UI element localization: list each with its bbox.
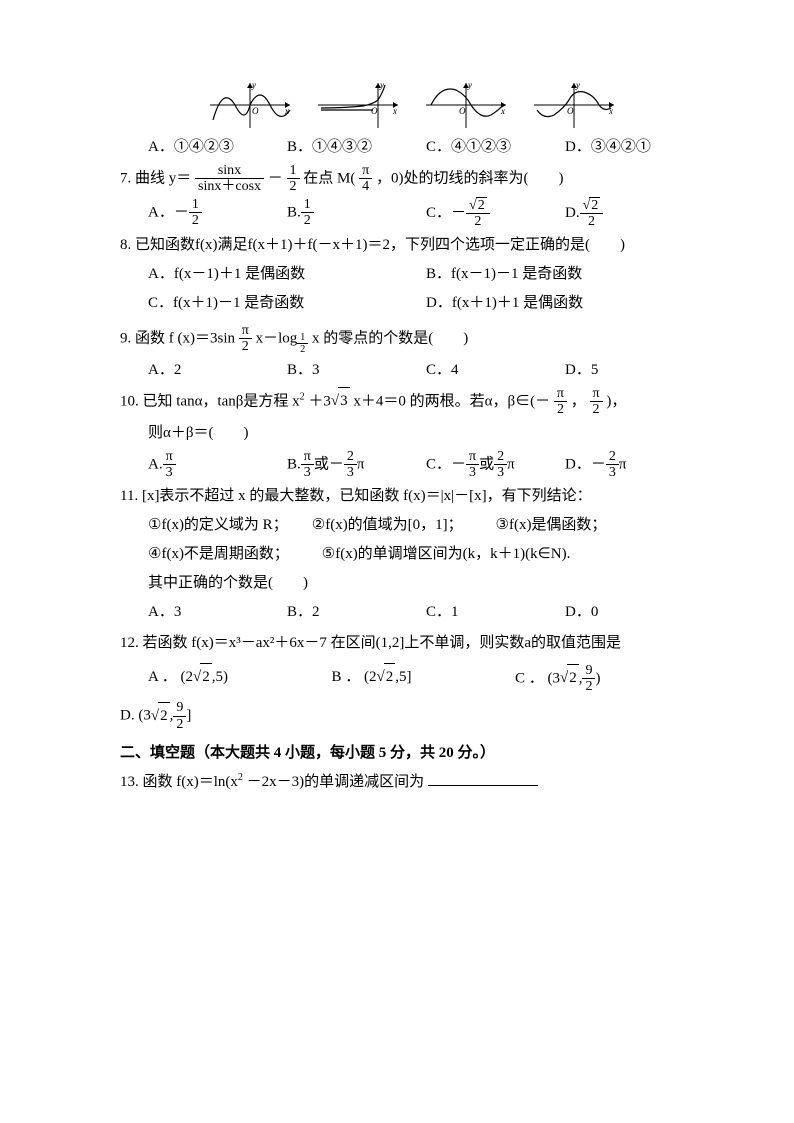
q12-opt-c: C ． (32,92)	[515, 663, 698, 695]
q12-opt-d: D. (32,92]	[120, 700, 704, 732]
q10-stem2: 则α＋β＝( )	[120, 420, 704, 447]
q7-opt-b: B.12	[287, 197, 426, 230]
q11-options: A．3 B．2 C．1 D．0	[120, 599, 704, 626]
q8-opt-b: B．f(x－1)－1 是奇函数	[426, 261, 704, 288]
q10-opt-a: A.π3	[148, 449, 287, 481]
q9-opt-a: A．2	[148, 357, 287, 384]
q7-options: A．－12 B.12 C．－22 D.22	[120, 197, 704, 230]
q10-opt-b: B.π3或－23π	[287, 449, 426, 481]
q9-options: A．2 B．3 C．4 D．5	[120, 357, 704, 384]
svg-text:y: y	[379, 80, 384, 90]
q11-opt-c: C．1	[426, 599, 565, 626]
q8-options-2: C．f(x＋1)－1 是奇函数 D．f(x＋1)＋1 是偶函数	[120, 290, 704, 317]
q9-stem: 9. 函数 f (x)＝3sin π2 x－log12 x 的零点的个数是( )	[120, 323, 704, 356]
q6-opt-b: B．①④③②	[287, 134, 426, 161]
q10-opt-d: D．－23π	[565, 449, 704, 481]
svg-text:x: x	[500, 106, 505, 116]
q11-opt-d: D．0	[565, 599, 704, 626]
q12-stem: 12. 若函数 f(x)＝x³－ax²＋6x－7 在区间(1,2]上不单调，则实…	[120, 630, 704, 657]
q10-opt-c: C．－π3或23π	[426, 449, 565, 481]
svg-text:y: y	[251, 80, 256, 90]
q12-opt-a: A ． (22,5)	[148, 663, 331, 695]
q7-opt-d: D.22	[565, 197, 704, 230]
graph-3: y x O	[421, 80, 511, 130]
q10-options: A.π3 B.π3或－23π C．－π3或23π D．－23π	[120, 449, 704, 481]
svg-text:x: x	[392, 106, 397, 116]
q11-opt-b: B．2	[287, 599, 426, 626]
section-2-title: 二、填空题（本大题共 4 小题，每小题 5 分，共 20 分。）	[120, 740, 704, 767]
q8-opt-a: A．f(x－1)＋1 是偶函数	[148, 261, 426, 288]
q11-opt-a: A．3	[148, 599, 287, 626]
q7-stem: 7. 曲线 y＝ sinxsinx＋cosx － 12 在点 M( π4 ，0)…	[120, 163, 704, 195]
q9-opt-c: C．4	[426, 357, 565, 384]
graph-1: y x O	[205, 80, 295, 130]
q7-opt-c: C．－22	[426, 197, 565, 230]
graph-4: y x O	[529, 80, 619, 130]
svg-text:O: O	[567, 106, 574, 116]
svg-text:x: x	[608, 106, 613, 116]
q9-opt-b: B．3	[287, 357, 426, 384]
svg-text:O: O	[371, 106, 378, 116]
q11-line1: ①f(x)的定义域为 R； ②f(x)的值域为[0，1]； ③f(x)是偶函数；	[120, 512, 704, 539]
q11-ask: 其中正确的个数是( )	[120, 570, 704, 597]
q6-opt-d: D．③④②①	[565, 134, 704, 161]
q8-opt-d: D．f(x＋1)＋1 是偶函数	[426, 290, 704, 317]
q6-options: A．①④②③ B．①④③② C．④①②③ D．③④②①	[120, 134, 704, 161]
svg-text:y: y	[467, 80, 472, 90]
q7-opt-a: A．－12	[148, 197, 287, 230]
svg-text:O: O	[252, 106, 259, 116]
q8-options-1: A．f(x－1)＋1 是偶函数 B．f(x－1)－1 是奇函数	[120, 261, 704, 288]
graph-2: y x O	[313, 80, 403, 130]
q12-options-1: A ． (22,5) B ． (22,5] C ． (32,92)	[120, 663, 704, 695]
q9-opt-d: D．5	[565, 357, 704, 384]
q12-opt-b: B ． (22,5]	[331, 663, 514, 695]
svg-text:y: y	[575, 80, 580, 90]
svg-text:x: x	[284, 106, 289, 116]
answer-graphs: y x O y x O y x O y x O	[120, 80, 704, 130]
q11-stem: 11. [x]表示不超过 x 的最大整数，已知函数 f(x)＝|x|－[x]，有…	[120, 483, 704, 510]
q13-blank[interactable]	[428, 770, 538, 786]
q8-stem: 8. 已知函数f(x)满足f(x＋1)＋f(－x＋1)＝2，下列四个选项一定正确…	[120, 232, 704, 259]
q6-opt-c: C．④①②③	[426, 134, 565, 161]
q13-stem: 13. 函数 f(x)＝ln(x2 －2x－3)的单调递减区间为	[120, 769, 704, 796]
q8-opt-c: C．f(x＋1)－1 是奇函数	[148, 290, 426, 317]
svg-text:O: O	[459, 106, 466, 116]
q10-stem: 10. 已知 tanα，tanβ是方程 x2 ＋33 x＋4＝0 的两根。若α，…	[120, 386, 704, 418]
q6-opt-a: A．①④②③	[148, 134, 287, 161]
q11-line2: ④f(x)不是周期函数； ⑤f(x)的单调增区间为(k，k＋1)(k∈N).	[120, 541, 704, 568]
